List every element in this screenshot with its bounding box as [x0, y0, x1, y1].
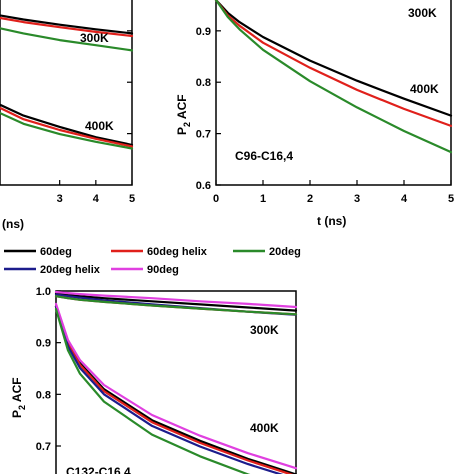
series-line-60deg-helix	[214, 0, 453, 127]
sample-label: C132-C16,4	[66, 465, 131, 474]
y-tick-label: 0.9	[36, 338, 51, 350]
y-tick-label: 0.9	[196, 26, 211, 38]
annotation-400k: 400K	[85, 119, 114, 133]
series-line-60deg	[54, 292, 298, 312]
series-line-90deg	[54, 302, 298, 470]
series-line-60deg-helix	[54, 305, 294, 474]
y-tick-label: 1.0	[36, 286, 51, 298]
y-tick-label: 0.8	[36, 389, 51, 401]
series-line-60deg-helix	[0, 106, 134, 148]
x-axis-label: (ns)	[2, 217, 24, 231]
x-axis-label: t (ns)	[317, 214, 346, 228]
y-axis-label: P2 ACF	[10, 377, 27, 418]
panel-top-left: 3 4 5 300K 400K (ns)	[0, 0, 135, 231]
series-line-60deg-helix	[0, 16, 134, 38]
series-line-20deg	[0, 112, 134, 150]
panel-bottom-frame	[55, 290, 297, 474]
x-tick-label: 5	[129, 193, 135, 205]
x-tick-label: 3	[354, 193, 360, 205]
annotation-300k: 300K	[80, 31, 109, 45]
legend-label: 20deg helix	[40, 264, 101, 276]
series-line-20deg	[0, 27, 134, 52]
series-line-20deg	[54, 308, 251, 474]
legend-label: 60deg helix	[147, 246, 208, 258]
legend: 60deg 60deg helix 20deg 20deg helix 90deg	[4, 246, 301, 276]
legend-label: 20deg	[269, 246, 301, 258]
series-line-60deg	[214, 0, 453, 117]
y-tick-label: 0.6	[196, 180, 211, 192]
x-tick-label: 4	[401, 193, 408, 205]
annotation-400k: 400K	[250, 421, 279, 435]
series-line-60deg	[0, 103, 134, 146]
legend-label: 90deg	[147, 264, 179, 276]
panel-top-right-frame	[215, 0, 452, 186]
panel-top-right: 0 1 2 3 4 5 0.6 0.7 0.8 0.9 300K 400K C96-C16,4 t…	[175, 0, 454, 228]
panel-top-left-frame	[0, 0, 133, 186]
x-tick-label: 3	[57, 193, 63, 205]
x-tick-label: 2	[307, 193, 313, 205]
series-line-20deg	[54, 295, 298, 316]
series-line-90deg	[54, 290, 298, 309]
series-line-60deg	[0, 14, 134, 35]
y-tick-label: 0.7	[36, 441, 51, 453]
sample-label: C96-C16,4	[235, 149, 293, 163]
x-tick-label: 5	[448, 193, 454, 205]
y-tick-label: 0.8	[196, 77, 211, 89]
annotation-300k: 300K	[408, 6, 437, 20]
y-tick-label: 0.7	[196, 129, 211, 141]
panel-bottom: 1.0 0.9 0.8 0.7 300K 400K C132-C16,4 P2 ACF	[10, 286, 298, 474]
x-tick-label: 0	[213, 193, 219, 205]
x-tick-label: 1	[260, 193, 266, 205]
legend-label: 60deg	[40, 246, 72, 258]
y-axis-label: P2 ACF	[175, 94, 192, 135]
annotation-400k: 400K	[410, 82, 439, 96]
annotation-300k: 300K	[250, 323, 279, 337]
series-line-20deg-helix	[54, 305, 284, 474]
x-tick-label: 4	[93, 193, 100, 205]
series-line-20deg	[214, 0, 453, 154]
